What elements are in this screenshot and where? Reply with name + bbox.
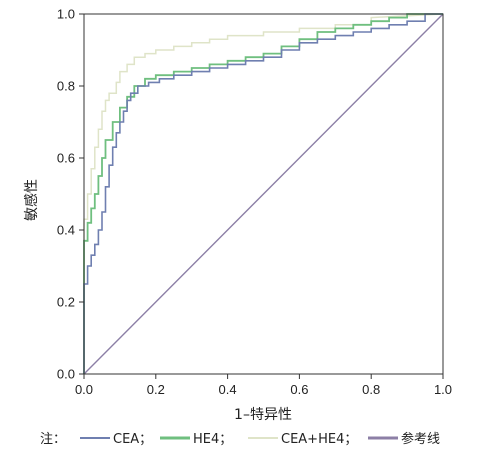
series-line-2 — [83, 13, 444, 374]
x-tick-label: 0.0 — [75, 382, 93, 397]
series-layer — [83, 13, 444, 375]
x-tick-label: 1.0 — [434, 382, 452, 397]
x-tick-label: 0.6 — [290, 382, 308, 397]
legend: 注： CEA； HE4； CEA+HE4； 参考线 — [40, 431, 440, 447]
tick-labels: 0.0 0.2 0.4 0.6 0.8 1.0 0.0 0.2 0.4 0.6 0.8 1.0 — [57, 7, 452, 398]
legend-label-3: 参考线 — [401, 431, 440, 447]
plot-frame — [83, 13, 444, 375]
y-tick-label: 0.0 — [57, 367, 75, 382]
series-line-1 — [83, 13, 443, 374]
legend-prefix: 注： — [40, 432, 66, 447]
x-tick-label: 0.8 — [362, 382, 380, 397]
series-line-3 — [83, 13, 444, 375]
y-tick-label: 0.4 — [57, 223, 75, 238]
y-tick-label: 0.6 — [57, 151, 75, 166]
y-tick-label: 0.2 — [57, 295, 75, 310]
y-tick-label: 1.0 — [57, 7, 75, 22]
y-tick-label: 0.8 — [57, 79, 75, 94]
legend-label-0: CEA； — [113, 432, 152, 447]
series-line-0 — [83, 13, 443, 374]
axes — [79, 13, 444, 379]
legend-label-2: CEA+HE4； — [281, 432, 357, 447]
x-axis-label: 1–特异性 — [234, 407, 292, 423]
x-tick-label: 0.2 — [147, 382, 165, 397]
plot-area — [83, 13, 444, 375]
legend-label-1: HE4； — [193, 432, 232, 447]
y-axis-label: 敏感性 — [23, 179, 40, 221]
x-tick-label: 0.4 — [219, 382, 237, 397]
